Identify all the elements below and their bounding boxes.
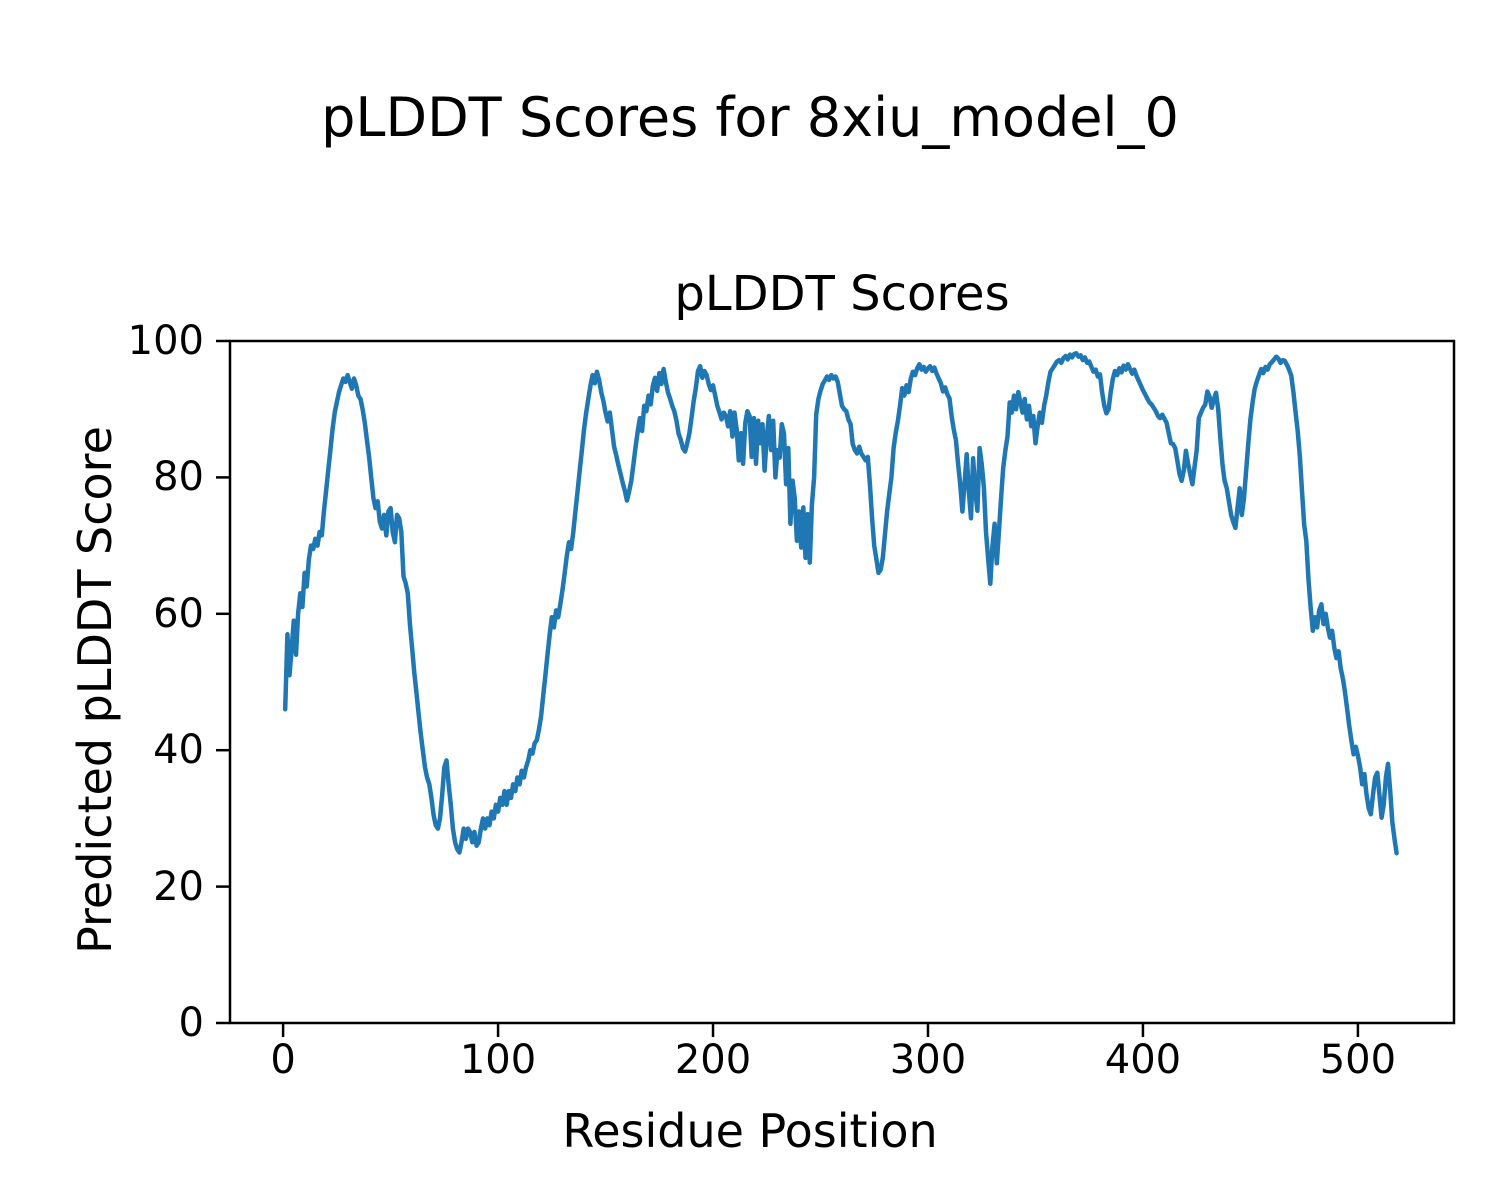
x-tick-label: 300 bbox=[889, 1037, 967, 1083]
figure-title: pLDDT Scores for 8xiu_model_0 bbox=[321, 86, 1179, 149]
x-tick-label: 500 bbox=[1319, 1037, 1397, 1083]
x-tick-label: 200 bbox=[674, 1037, 752, 1083]
y-tick-label: 60 bbox=[153, 590, 204, 637]
axes-spines bbox=[228, 339, 1456, 1025]
y-tick-label: 0 bbox=[178, 1000, 204, 1046]
x-tick-label: 400 bbox=[1104, 1037, 1182, 1083]
y-tick-label: 40 bbox=[153, 727, 204, 774]
x-tick-label: 100 bbox=[459, 1037, 537, 1083]
y-axis-label: Predicted pLDDT Score bbox=[68, 426, 122, 954]
plddt-line bbox=[282, 351, 1399, 856]
y-tick-label: 100 bbox=[127, 318, 204, 364]
x-tick-label: 0 bbox=[270, 1037, 296, 1083]
x-axis-label: Residue Position bbox=[562, 1104, 938, 1158]
y-tick-label: 20 bbox=[153, 863, 204, 910]
axes-title: pLDDT Scores bbox=[674, 266, 1010, 322]
y-tick-label: 80 bbox=[153, 454, 204, 501]
